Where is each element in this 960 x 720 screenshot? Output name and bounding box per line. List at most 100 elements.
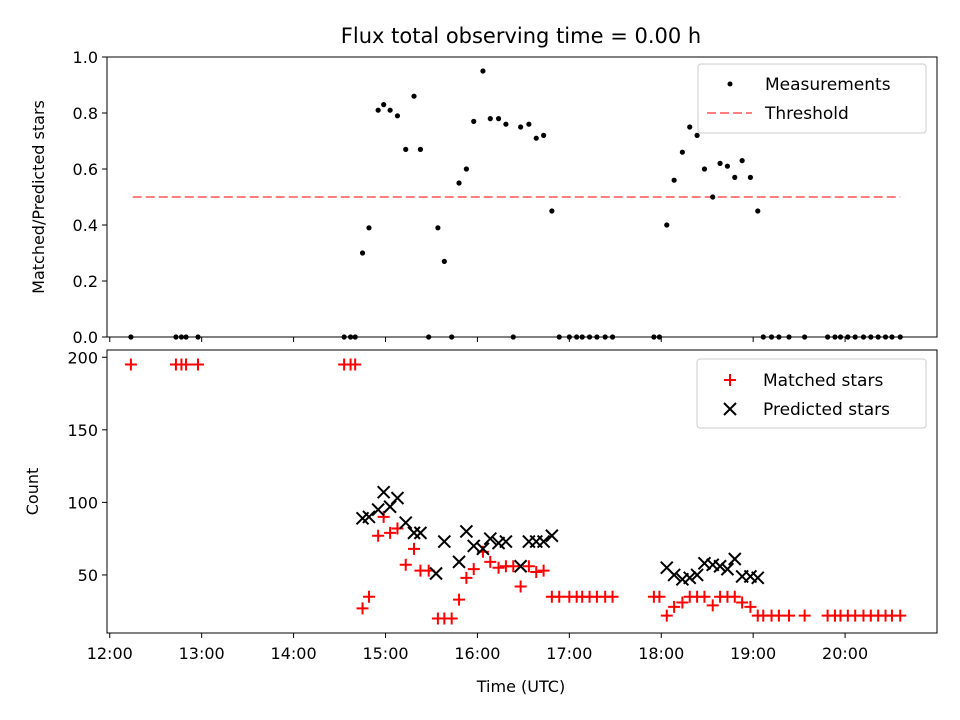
matched-star-point (553, 590, 566, 603)
measurement-point (671, 177, 677, 183)
bottom-x-tick-label: 13:00 (179, 644, 225, 663)
predicted-stars-points (355, 485, 765, 587)
measurement-point (375, 107, 381, 113)
predicted-star-point (376, 485, 391, 499)
matched-star-point (356, 602, 369, 615)
predicted-star-point (399, 515, 413, 530)
matched-star-point (706, 599, 719, 612)
predicted-star-point (751, 571, 765, 585)
measurement-point (480, 68, 486, 74)
bottom-x-tick-label: 15:00 (362, 644, 408, 663)
measurement-point (183, 334, 189, 340)
predicted-star-point (362, 510, 376, 524)
x-axis-label: Time (UTC) (476, 677, 565, 696)
measurement-point (882, 334, 889, 340)
bottom-panel: 50 100 150 200 12:00 13:00 14:00 15:00 16:00 17:… (23, 348, 938, 696)
top-y-tick-label: 0.8 (73, 104, 98, 123)
matched-star-point (783, 609, 796, 622)
bottom-plot-frame (106, 349, 938, 634)
measurement-point (518, 124, 524, 130)
matched-star-point (772, 609, 785, 622)
matched-star-point (744, 600, 757, 613)
measurement-point (664, 222, 670, 228)
top-plot-frame (106, 56, 938, 338)
measurement-point (701, 166, 708, 172)
measurement-point (417, 146, 424, 152)
predicted-star-point (720, 562, 735, 576)
matched-star-point (180, 358, 193, 371)
matched-star-point (391, 522, 404, 535)
matched-star-point (894, 609, 907, 622)
measurement-point (359, 250, 366, 256)
predicted-star-point (667, 568, 681, 582)
predicted-star-point (429, 566, 443, 581)
measurement-point (897, 334, 903, 340)
measurement-point (463, 166, 469, 172)
top-legend: Measurements Threshold (697, 63, 927, 134)
measurement-points (128, 68, 903, 340)
measurement-point (687, 124, 693, 130)
measurement-point (609, 334, 616, 340)
matched-star-point (514, 580, 527, 593)
measurement-point (341, 334, 347, 340)
bottom-x-tick-label: 14:00 (271, 644, 317, 663)
matched-star-point (484, 555, 497, 568)
matched-stars-legend-marker (724, 374, 736, 386)
matched-star-point (124, 358, 137, 371)
measurement-point (679, 149, 685, 155)
predicted-star-point (690, 568, 704, 582)
measurement-point (747, 174, 754, 180)
measurement-point (503, 121, 509, 127)
measurement-point (441, 258, 447, 264)
measurement-point (566, 334, 572, 340)
measurement-point (387, 107, 393, 113)
top-y-axis-label: Matched/Predicted stars (29, 100, 48, 294)
matched-star-point (507, 560, 520, 573)
measurement-point (717, 160, 723, 166)
predicted-star-point (407, 526, 421, 540)
measurement-point (832, 334, 838, 340)
top-y-tick-label: 0.6 (73, 160, 98, 179)
measurement-point (852, 334, 858, 340)
measurement-point (732, 174, 738, 180)
measurement-point (411, 93, 417, 99)
bottom-x-tick-label: 20:00 (822, 644, 868, 663)
predicted-star-point (536, 534, 551, 549)
matched-star-point (362, 590, 375, 603)
predicted-star-point (467, 539, 481, 553)
measurement-point (889, 334, 895, 340)
measurement-point (366, 225, 372, 231)
matched-star-point (660, 609, 673, 622)
measurement-point (868, 334, 874, 340)
predicted-star-point (371, 502, 385, 517)
measurement-point (724, 163, 731, 169)
measurement-point (128, 334, 134, 340)
bottom-x-tick-label: 12:00 (87, 644, 133, 663)
measurement-point (549, 208, 555, 214)
measurement-point (825, 334, 831, 340)
matched-star-point (460, 571, 473, 584)
measurement-point (456, 180, 462, 186)
measurement-point (426, 334, 432, 340)
bottom-x-tick-label: 18:00 (638, 644, 684, 663)
measurement-point (574, 334, 580, 340)
measurement-point (786, 334, 792, 340)
matched-star-point (191, 358, 204, 371)
measurement-point (776, 334, 782, 340)
top-panel: 0.0 0.2 0.4 0.6 0.8 1.0 Matched/Predicted sta… (29, 48, 938, 347)
measurement-point (352, 334, 358, 340)
matched-star-point (522, 560, 535, 573)
bottom-y-ticks: 50 100 150 200 (67, 348, 107, 585)
bottom-legend-box (696, 358, 927, 429)
measurement-point (533, 135, 539, 141)
measurement-point (860, 334, 867, 340)
top-y-ticks: 0.0 0.2 0.4 0.6 0.8 1.0 (73, 48, 107, 347)
measurement-point (579, 334, 585, 340)
measurement-point (760, 334, 766, 340)
matched-star-point (537, 564, 550, 577)
predicted-star-point (452, 555, 466, 569)
bottom-x-ticks: 12:00 13:00 14:00 15:00 16:00 17:00 18:00 19:00… (87, 633, 868, 663)
bottom-x-tick-label: 16:00 (454, 644, 500, 663)
measurement-point (755, 208, 761, 214)
